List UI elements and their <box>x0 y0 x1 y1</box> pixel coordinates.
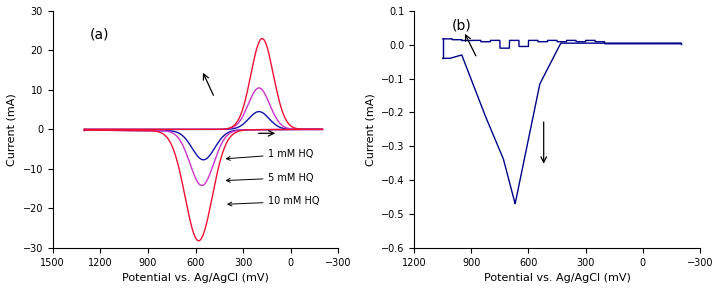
X-axis label: Potential vs. Ag/AgCl (mV): Potential vs. Ag/AgCl (mV) <box>122 273 269 283</box>
Y-axis label: Current (mA): Current (mA) <box>7 93 17 166</box>
Y-axis label: Current (mA): Current (mA) <box>366 93 375 166</box>
Text: 1 mM HQ: 1 mM HQ <box>226 149 314 160</box>
Text: 10 mM HQ: 10 mM HQ <box>228 196 320 206</box>
Text: (b): (b) <box>451 18 471 32</box>
Text: 5 mM HQ: 5 mM HQ <box>226 173 314 183</box>
Text: (a): (a) <box>90 28 109 41</box>
X-axis label: Potential vs. Ag/AgCl (mV): Potential vs. Ag/AgCl (mV) <box>484 273 631 283</box>
